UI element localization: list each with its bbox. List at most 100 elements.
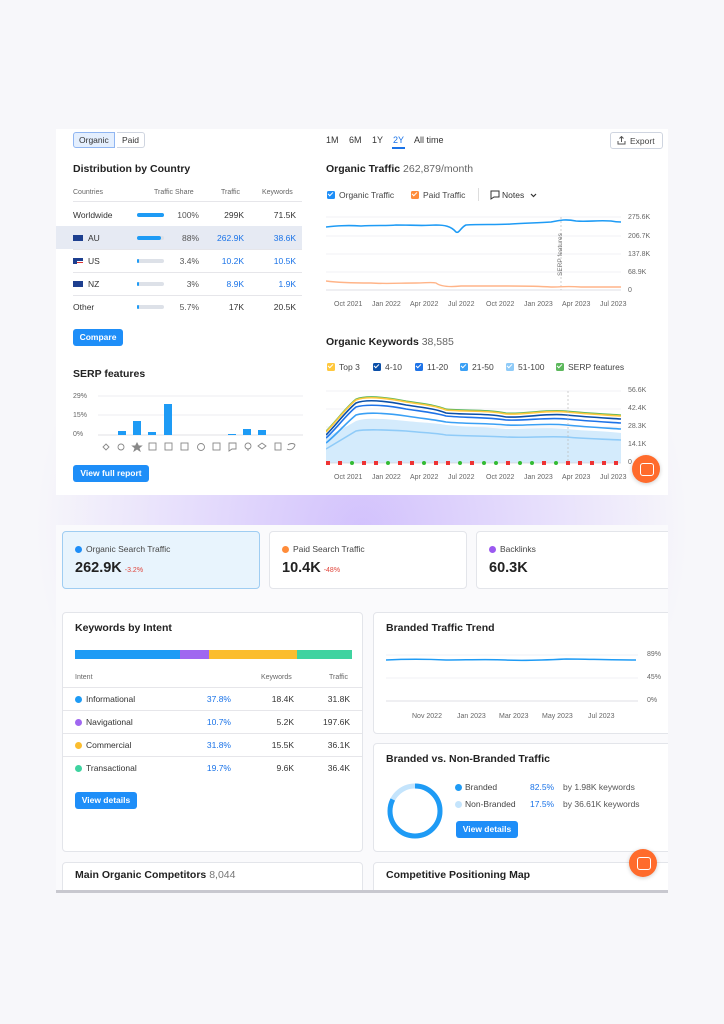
share-bar-fill (137, 213, 164, 217)
chat-button[interactable] (629, 849, 657, 877)
legend-checkbox[interactable] (327, 363, 335, 371)
legend-checkbox[interactable] (460, 363, 468, 371)
nonbranded-dot (455, 801, 462, 808)
metric-card[interactable]: Backlinks 60.3K (476, 531, 668, 589)
intent-name: Commercial (86, 740, 132, 750)
ok-ytick: 0 (628, 459, 632, 466)
ot-ytick: 206.7K (628, 233, 651, 240)
country-name[interactable]: AU (88, 233, 100, 243)
metric-label: Backlinks (500, 544, 536, 554)
keywords-value[interactable]: 1.9K (278, 279, 297, 289)
divider (63, 756, 362, 757)
paid-traffic-checkbox[interactable] (411, 191, 419, 199)
traffic-share: 3.4% (179, 256, 199, 266)
serp-bar (118, 431, 126, 435)
legend-paid-traffic: Paid Traffic (423, 190, 466, 200)
metric-value-text: 262.9K (75, 560, 122, 576)
legend-checkbox[interactable] (506, 363, 514, 371)
ok-ytick: 42.4K (628, 405, 647, 412)
organic-traffic-checkbox[interactable] (327, 191, 335, 199)
serp-bar (164, 404, 172, 435)
intent-pct: 10.7% (206, 717, 231, 727)
ot-xtick: Jul 2022 (448, 301, 475, 308)
share-bar-track (137, 282, 164, 286)
ok-xtick: Oct 2022 (486, 474, 515, 481)
traffic-value[interactable]: 8.9K (226, 279, 245, 289)
period-all-time[interactable]: All time (414, 135, 444, 145)
branded-vs-title: Branded vs. Non-Branded Traffic (386, 753, 550, 765)
bt-ytick: 89% (647, 651, 662, 658)
bt-xtick: Nov 2022 (412, 713, 442, 720)
ok-xtick: Jan 2022 (372, 474, 401, 481)
metric-dot (75, 546, 82, 553)
ot-ytick: 68.9K (628, 269, 647, 276)
intent-traffic: 31.8K (327, 694, 350, 704)
event-markers (326, 461, 618, 465)
intent-segment (297, 650, 352, 659)
legend-checkbox[interactable] (556, 363, 564, 371)
metric-card[interactable]: Organic Search Traffic 262.9K -3.2% (62, 531, 260, 589)
metric-dot (489, 546, 496, 553)
intent-pct: 31.8% (206, 740, 231, 750)
us-flag-icon (73, 258, 83, 264)
metric-card[interactable]: Paid Search Traffic 10.4K -48% (269, 531, 467, 589)
country-name[interactable]: Other (73, 302, 95, 312)
branded-view-details-button[interactable]: View details (456, 821, 518, 838)
serp-features-line (326, 396, 622, 432)
export-button[interactable]: Export (610, 132, 663, 149)
legend-checkbox[interactable] (373, 363, 381, 371)
col-countries: Countries (73, 189, 103, 196)
chat-button[interactable] (632, 455, 660, 483)
branded-note: by 1.98K keywords (563, 782, 635, 792)
divider (63, 687, 362, 688)
divider (73, 272, 302, 273)
country-name[interactable]: US (88, 256, 100, 266)
country-name[interactable]: NZ (88, 279, 100, 289)
organic-keywords-label: Organic Keywords (326, 336, 419, 348)
tab-paid[interactable]: Paid (117, 132, 146, 148)
share-bar-fill (137, 259, 139, 263)
metric-delta: -3.2% (124, 567, 144, 574)
notes-dropdown[interactable]: Notes (502, 190, 525, 200)
metric-label: Organic Search Traffic (86, 544, 171, 554)
keywords-value[interactable]: 10.5K (273, 256, 296, 266)
ot-xtick: Oct 2021 (334, 301, 363, 308)
bt-xtick: May 2023 (542, 713, 573, 720)
divider (73, 249, 302, 250)
notes-icon (490, 190, 500, 200)
branded-arc (387, 783, 443, 839)
period-6m[interactable]: 6M (349, 135, 362, 145)
traffic-share: 3% (186, 279, 199, 289)
legend-checkbox[interactable] (415, 363, 423, 371)
intent-view-details-button[interactable]: View details (75, 792, 137, 809)
competitors-label: Main Organic Competitors (75, 869, 207, 881)
period-1y[interactable]: 1Y (372, 135, 384, 145)
traffic-value[interactable]: 262.9K (217, 233, 244, 243)
period-1m[interactable]: 1M (326, 135, 339, 145)
organic-traffic-label: Organic Traffic (326, 163, 401, 175)
organic-traffic-title: Organic Traffic 262,879/month (326, 163, 473, 175)
metric-value: 10.4K -48% (282, 560, 340, 576)
ot-xtick: Jan 2023 (524, 301, 553, 308)
ok-xtick: Jul 2022 (448, 474, 475, 481)
chevron-down-icon (530, 193, 537, 198)
keywords-value[interactable]: 38.6K (273, 233, 296, 243)
tab-organic[interactable]: Organic (73, 132, 115, 148)
traffic-value: 299K (224, 210, 244, 220)
ok-ytick: 56.6K (628, 387, 647, 394)
serp-bar (228, 434, 236, 435)
legend-label: SERP features (568, 362, 625, 372)
period-2y[interactable]: 2Y (393, 135, 405, 145)
compare-button[interactable]: Compare (73, 329, 123, 346)
divider (73, 201, 302, 202)
traffic-value[interactable]: 10.2K (221, 256, 244, 266)
serp-bar (258, 430, 266, 435)
ot-xtick: Apr 2022 (410, 301, 439, 308)
ok-ytick: 28.3K (628, 423, 647, 430)
country-name[interactable]: Worldwide (73, 210, 113, 220)
branded-trend-title: Branded Traffic Trend (386, 622, 495, 634)
intent-segment (179, 650, 210, 659)
view-full-report-button[interactable]: View full report (73, 465, 149, 482)
serp-bar (148, 432, 156, 435)
metric-value: 262.9K -3.2% (75, 560, 143, 576)
